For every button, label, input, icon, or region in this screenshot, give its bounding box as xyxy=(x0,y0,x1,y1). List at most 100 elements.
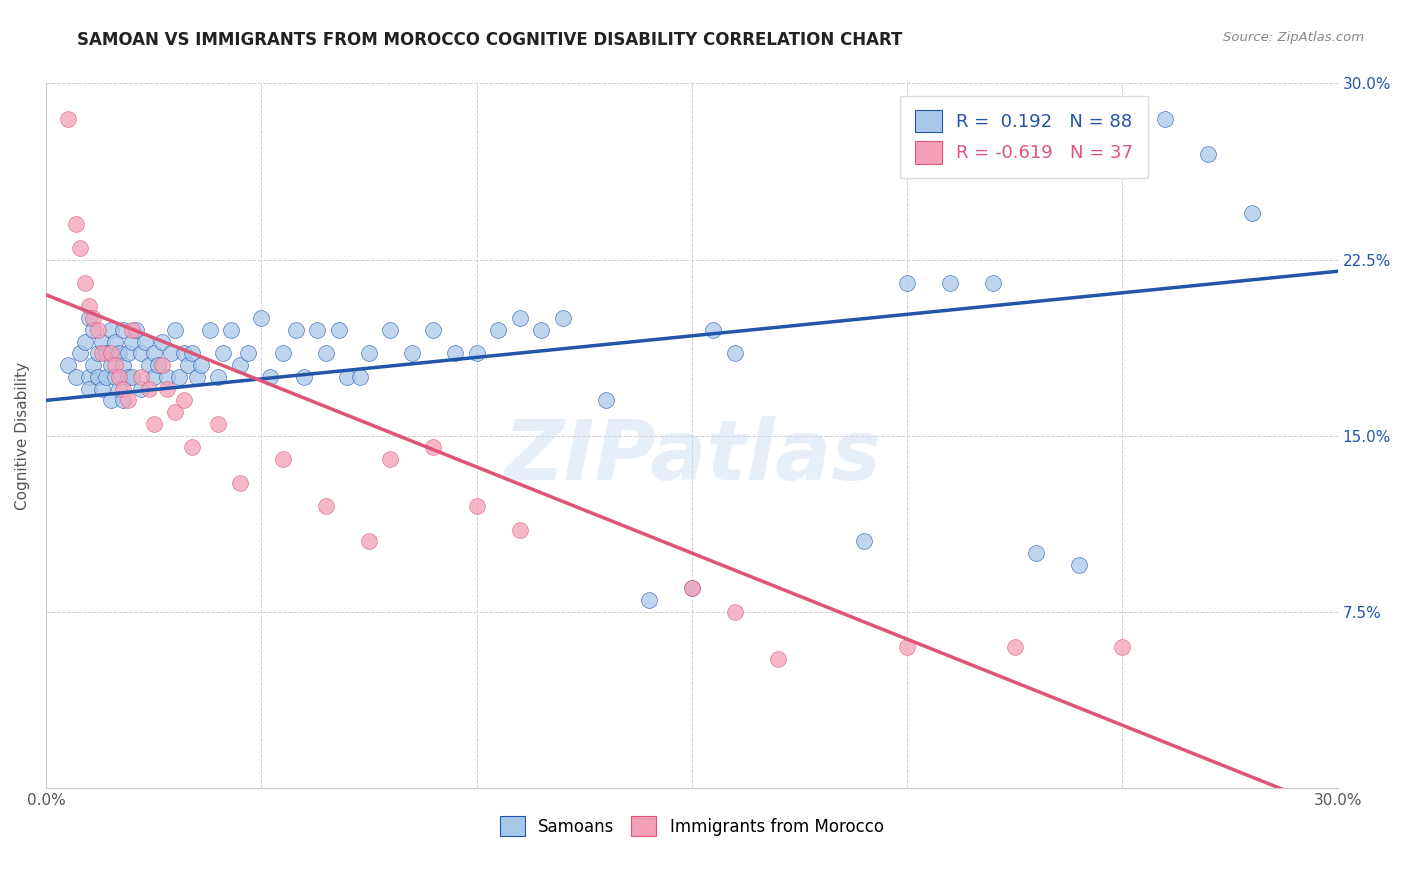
Point xyxy=(465,346,488,360)
Point xyxy=(56,358,79,372)
Point xyxy=(228,358,250,372)
Point xyxy=(112,393,135,408)
Point xyxy=(117,370,139,384)
Point xyxy=(292,370,315,384)
Point xyxy=(142,346,165,360)
Point xyxy=(96,346,118,360)
Point xyxy=(939,276,962,290)
Point xyxy=(219,323,242,337)
Point xyxy=(181,441,204,455)
Point xyxy=(129,370,152,384)
Point xyxy=(357,534,380,549)
Point xyxy=(56,112,79,126)
Point xyxy=(1025,546,1047,560)
Point xyxy=(551,311,574,326)
Point xyxy=(486,323,509,337)
Point xyxy=(91,334,114,349)
Point xyxy=(104,358,127,372)
Point xyxy=(766,651,789,665)
Point xyxy=(86,323,108,337)
Point xyxy=(724,605,747,619)
Point xyxy=(82,358,104,372)
Point xyxy=(150,334,173,349)
Point xyxy=(65,370,87,384)
Point xyxy=(284,323,307,337)
Point xyxy=(86,370,108,384)
Legend: Samoans, Immigrants from Morocco: Samoans, Immigrants from Morocco xyxy=(494,809,890,843)
Point xyxy=(724,346,747,360)
Point xyxy=(142,417,165,431)
Point xyxy=(259,370,281,384)
Point xyxy=(69,241,91,255)
Point xyxy=(401,346,423,360)
Point xyxy=(125,323,148,337)
Point xyxy=(100,323,122,337)
Point xyxy=(328,323,350,337)
Point xyxy=(117,346,139,360)
Point xyxy=(357,346,380,360)
Point xyxy=(96,370,118,384)
Point xyxy=(108,382,131,396)
Point xyxy=(129,346,152,360)
Point xyxy=(100,358,122,372)
Point xyxy=(336,370,359,384)
Point xyxy=(129,382,152,396)
Text: ZIPatlas: ZIPatlas xyxy=(503,417,880,497)
Point xyxy=(160,346,183,360)
Point xyxy=(271,346,294,360)
Point xyxy=(100,393,122,408)
Point xyxy=(104,370,127,384)
Point xyxy=(169,370,191,384)
Point xyxy=(73,334,96,349)
Point xyxy=(228,475,250,490)
Point xyxy=(896,276,918,290)
Point xyxy=(77,370,100,384)
Point xyxy=(100,346,122,360)
Point xyxy=(155,382,177,396)
Point xyxy=(190,358,212,372)
Point xyxy=(91,346,114,360)
Point xyxy=(150,358,173,372)
Point xyxy=(173,393,195,408)
Point xyxy=(444,346,467,360)
Point xyxy=(315,499,337,513)
Point xyxy=(138,358,160,372)
Point xyxy=(138,382,160,396)
Point xyxy=(86,346,108,360)
Y-axis label: Cognitive Disability: Cognitive Disability xyxy=(15,361,30,509)
Point xyxy=(82,323,104,337)
Point xyxy=(77,311,100,326)
Point xyxy=(896,640,918,654)
Point xyxy=(307,323,329,337)
Point xyxy=(271,452,294,467)
Point xyxy=(1111,112,1133,126)
Point xyxy=(112,323,135,337)
Point xyxy=(173,346,195,360)
Point xyxy=(65,217,87,231)
Point xyxy=(509,523,531,537)
Point xyxy=(181,346,204,360)
Point xyxy=(121,334,143,349)
Point xyxy=(349,370,371,384)
Point xyxy=(637,593,659,607)
Point xyxy=(1069,558,1091,572)
Point xyxy=(121,370,143,384)
Point xyxy=(681,581,703,595)
Point xyxy=(112,382,135,396)
Point xyxy=(165,405,187,419)
Point xyxy=(465,499,488,513)
Point xyxy=(69,346,91,360)
Point xyxy=(142,370,165,384)
Text: Source: ZipAtlas.com: Source: ZipAtlas.com xyxy=(1223,31,1364,45)
Point xyxy=(1004,640,1026,654)
Point xyxy=(108,346,131,360)
Point xyxy=(186,370,208,384)
Point xyxy=(681,581,703,595)
Point xyxy=(177,358,200,372)
Point xyxy=(134,334,156,349)
Point xyxy=(595,393,617,408)
Point xyxy=(207,370,229,384)
Point xyxy=(702,323,724,337)
Point xyxy=(853,534,876,549)
Point xyxy=(211,346,233,360)
